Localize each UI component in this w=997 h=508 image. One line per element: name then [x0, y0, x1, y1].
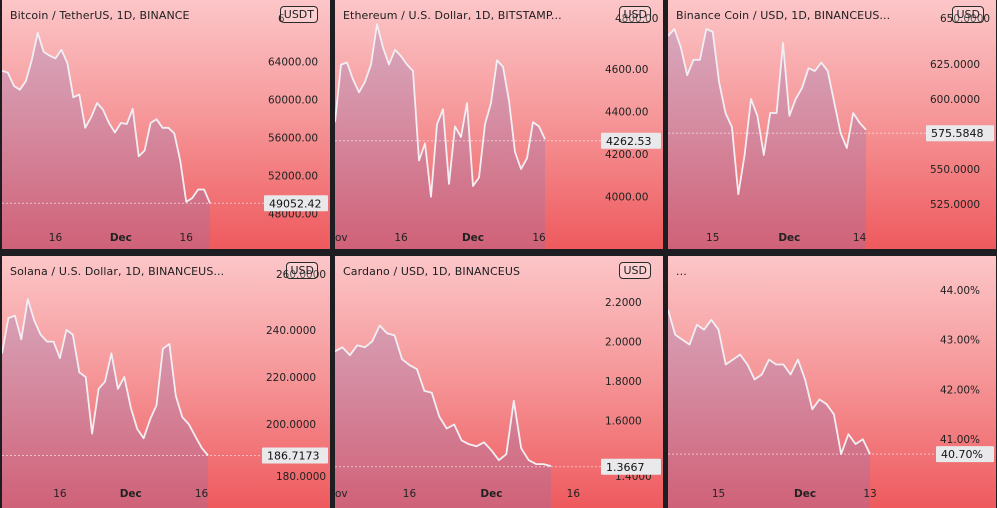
chart-title: Bitcoin / TetherUS, 1D, BINANCE	[10, 9, 190, 22]
currency-badge[interactable]: USD	[619, 6, 651, 23]
y-tick-label: 4000.00	[605, 192, 648, 204]
x-tick-label: Dec	[462, 232, 484, 244]
area-fill	[335, 325, 551, 508]
y-tick-label: 64000.00	[268, 56, 318, 68]
x-tick-label: 16	[567, 488, 581, 500]
last-price-label: 49052.42	[264, 195, 328, 212]
chart-panel-binance-coin[interactable]: 625.0000 600.0000 550.0000 525.0000 650.0000…	[668, 0, 996, 249]
x-tick-label: 16	[195, 488, 209, 500]
last-price-value: 186.7173	[267, 449, 320, 462]
chart-panel-percent[interactable]: 44.00% 43.00% 42.00% 41.00% 15 Dec 13 40.70% ..…	[668, 256, 996, 508]
y-tick-label: 4600.00	[605, 64, 648, 76]
last-price-label: 1.3667	[601, 458, 661, 475]
x-tick-label: 16	[394, 232, 408, 244]
x-tick-label: 16	[532, 232, 546, 244]
y-tick-label: 240.0000	[266, 325, 316, 337]
chart-title: Solana / U.S. Dollar, 1D, BINANCEUS...	[10, 265, 225, 278]
chart-title: Binance Coin / USD, 1D, BINANCEUS...	[676, 9, 891, 22]
y-tick-label: 52000.00	[268, 170, 318, 182]
last-price-label: 575.5848	[926, 125, 994, 142]
y-tick-label: 550.0000	[930, 164, 980, 176]
y-tick-label: 42.00%	[940, 384, 980, 396]
x-tick-label: Dec	[110, 232, 132, 244]
y-tick-label-partial: 180.0000	[276, 471, 326, 483]
price-line	[2, 31, 211, 204]
chart-title: Cardano / USD, 1D, BINANCEUS	[343, 265, 521, 278]
y-tick-label: 600.0000	[930, 94, 980, 106]
plot-svg: 625.0000600.0000550.0000525.0000650.0000…	[668, 13, 996, 249]
y-tick-label: 200.0000	[266, 419, 316, 431]
y-tick-label: 4400.00	[605, 106, 648, 118]
chart-title: ...	[676, 265, 687, 278]
plot-svg: 240.0000220.0000200.0000260.0000180.0000…	[2, 269, 330, 508]
price-line	[668, 28, 867, 196]
x-tick-label: 16	[49, 232, 63, 244]
y-tick-label: 41.00%	[940, 434, 980, 446]
x-tick-label: Dec	[794, 488, 816, 500]
last-price-label: 4262.53	[601, 132, 661, 149]
x-tick-label: Dec	[778, 232, 800, 244]
chart-panel-cardano[interactable]: 2.2000 2.0000 1.8000 1.6000 1.4000 ov 16 Dec 16 1…	[335, 256, 663, 508]
area-fill	[668, 309, 870, 508]
last-price-value: 1.3667	[606, 461, 645, 474]
price-line	[335, 324, 552, 467]
currency-badge[interactable]: USD	[952, 6, 984, 23]
area-fill	[2, 32, 210, 249]
x-tick-label: 16	[180, 232, 194, 244]
x-tick-label: ov	[335, 232, 348, 244]
price-line	[2, 298, 209, 457]
last-price-value: 4262.53	[606, 135, 652, 148]
currency-badge[interactable]: USDT	[279, 6, 318, 23]
y-tick-label: 60000.00	[268, 94, 318, 106]
y-tick-label: 2.2000	[605, 297, 642, 309]
price-line	[668, 309, 871, 455]
y-tick-label: 2.0000	[605, 336, 642, 348]
x-tick-label: 15	[706, 232, 719, 244]
y-tick-label: 220.0000	[266, 372, 316, 384]
y-tick-label: 1.6000	[605, 416, 642, 428]
last-price-value: 575.5848	[931, 127, 984, 140]
y-tick-label: 1.8000	[605, 376, 642, 388]
x-tick-label: Dec	[120, 488, 142, 500]
y-tick-label: 525.0000	[930, 199, 980, 211]
chart-panel-ethereum[interactable]: 4600.00 4400.00 4200.00 4000.00 4800.00 ov 16 D…	[335, 0, 663, 249]
x-tick-label: 15	[712, 488, 725, 500]
chart-panel-solana[interactable]: 240.0000 220.0000 200.0000 260.0000 180.0000…	[2, 256, 330, 508]
y-tick-label: 44.00%	[940, 285, 980, 297]
x-tick-label: 16	[403, 488, 417, 500]
plot-svg: 44.00% 43.00% 42.00% 41.00% 15 Dec 13 40.70%	[668, 285, 996, 508]
x-tick-label: 14	[853, 232, 867, 244]
area-fill	[2, 299, 208, 508]
area-fill	[335, 24, 545, 249]
plot-svg: 64000.0060000.0056000.0052000.0048000.00…	[2, 13, 330, 249]
chart-panel-bitcoin[interactable]: 64000.00 60000.00 56000.00 52000.00 48000.00…	[2, 0, 330, 249]
last-price-label: 40.70%	[936, 446, 994, 463]
y-tick-label: 4200.00	[605, 149, 648, 161]
last-price-label: 186.7173	[262, 447, 328, 464]
y-tick-label: 625.0000	[930, 59, 980, 71]
x-tick-label: 13	[863, 488, 876, 500]
last-price-value: 40.70%	[941, 448, 983, 461]
price-line	[335, 23, 546, 198]
x-tick-label: 16	[53, 488, 67, 500]
x-tick-label: Dec	[480, 488, 502, 500]
currency-badge[interactable]: USD	[286, 262, 318, 279]
y-tick-label: 43.00%	[940, 335, 980, 347]
chart-title: Ethereum / U.S. Dollar, 1D, BITSTAMP...	[343, 9, 562, 22]
last-price-value: 49052.42	[269, 197, 322, 210]
y-tick-label: 56000.00	[268, 132, 318, 144]
x-tick-label: ov	[335, 488, 348, 500]
currency-badge[interactable]: USD	[619, 262, 651, 279]
